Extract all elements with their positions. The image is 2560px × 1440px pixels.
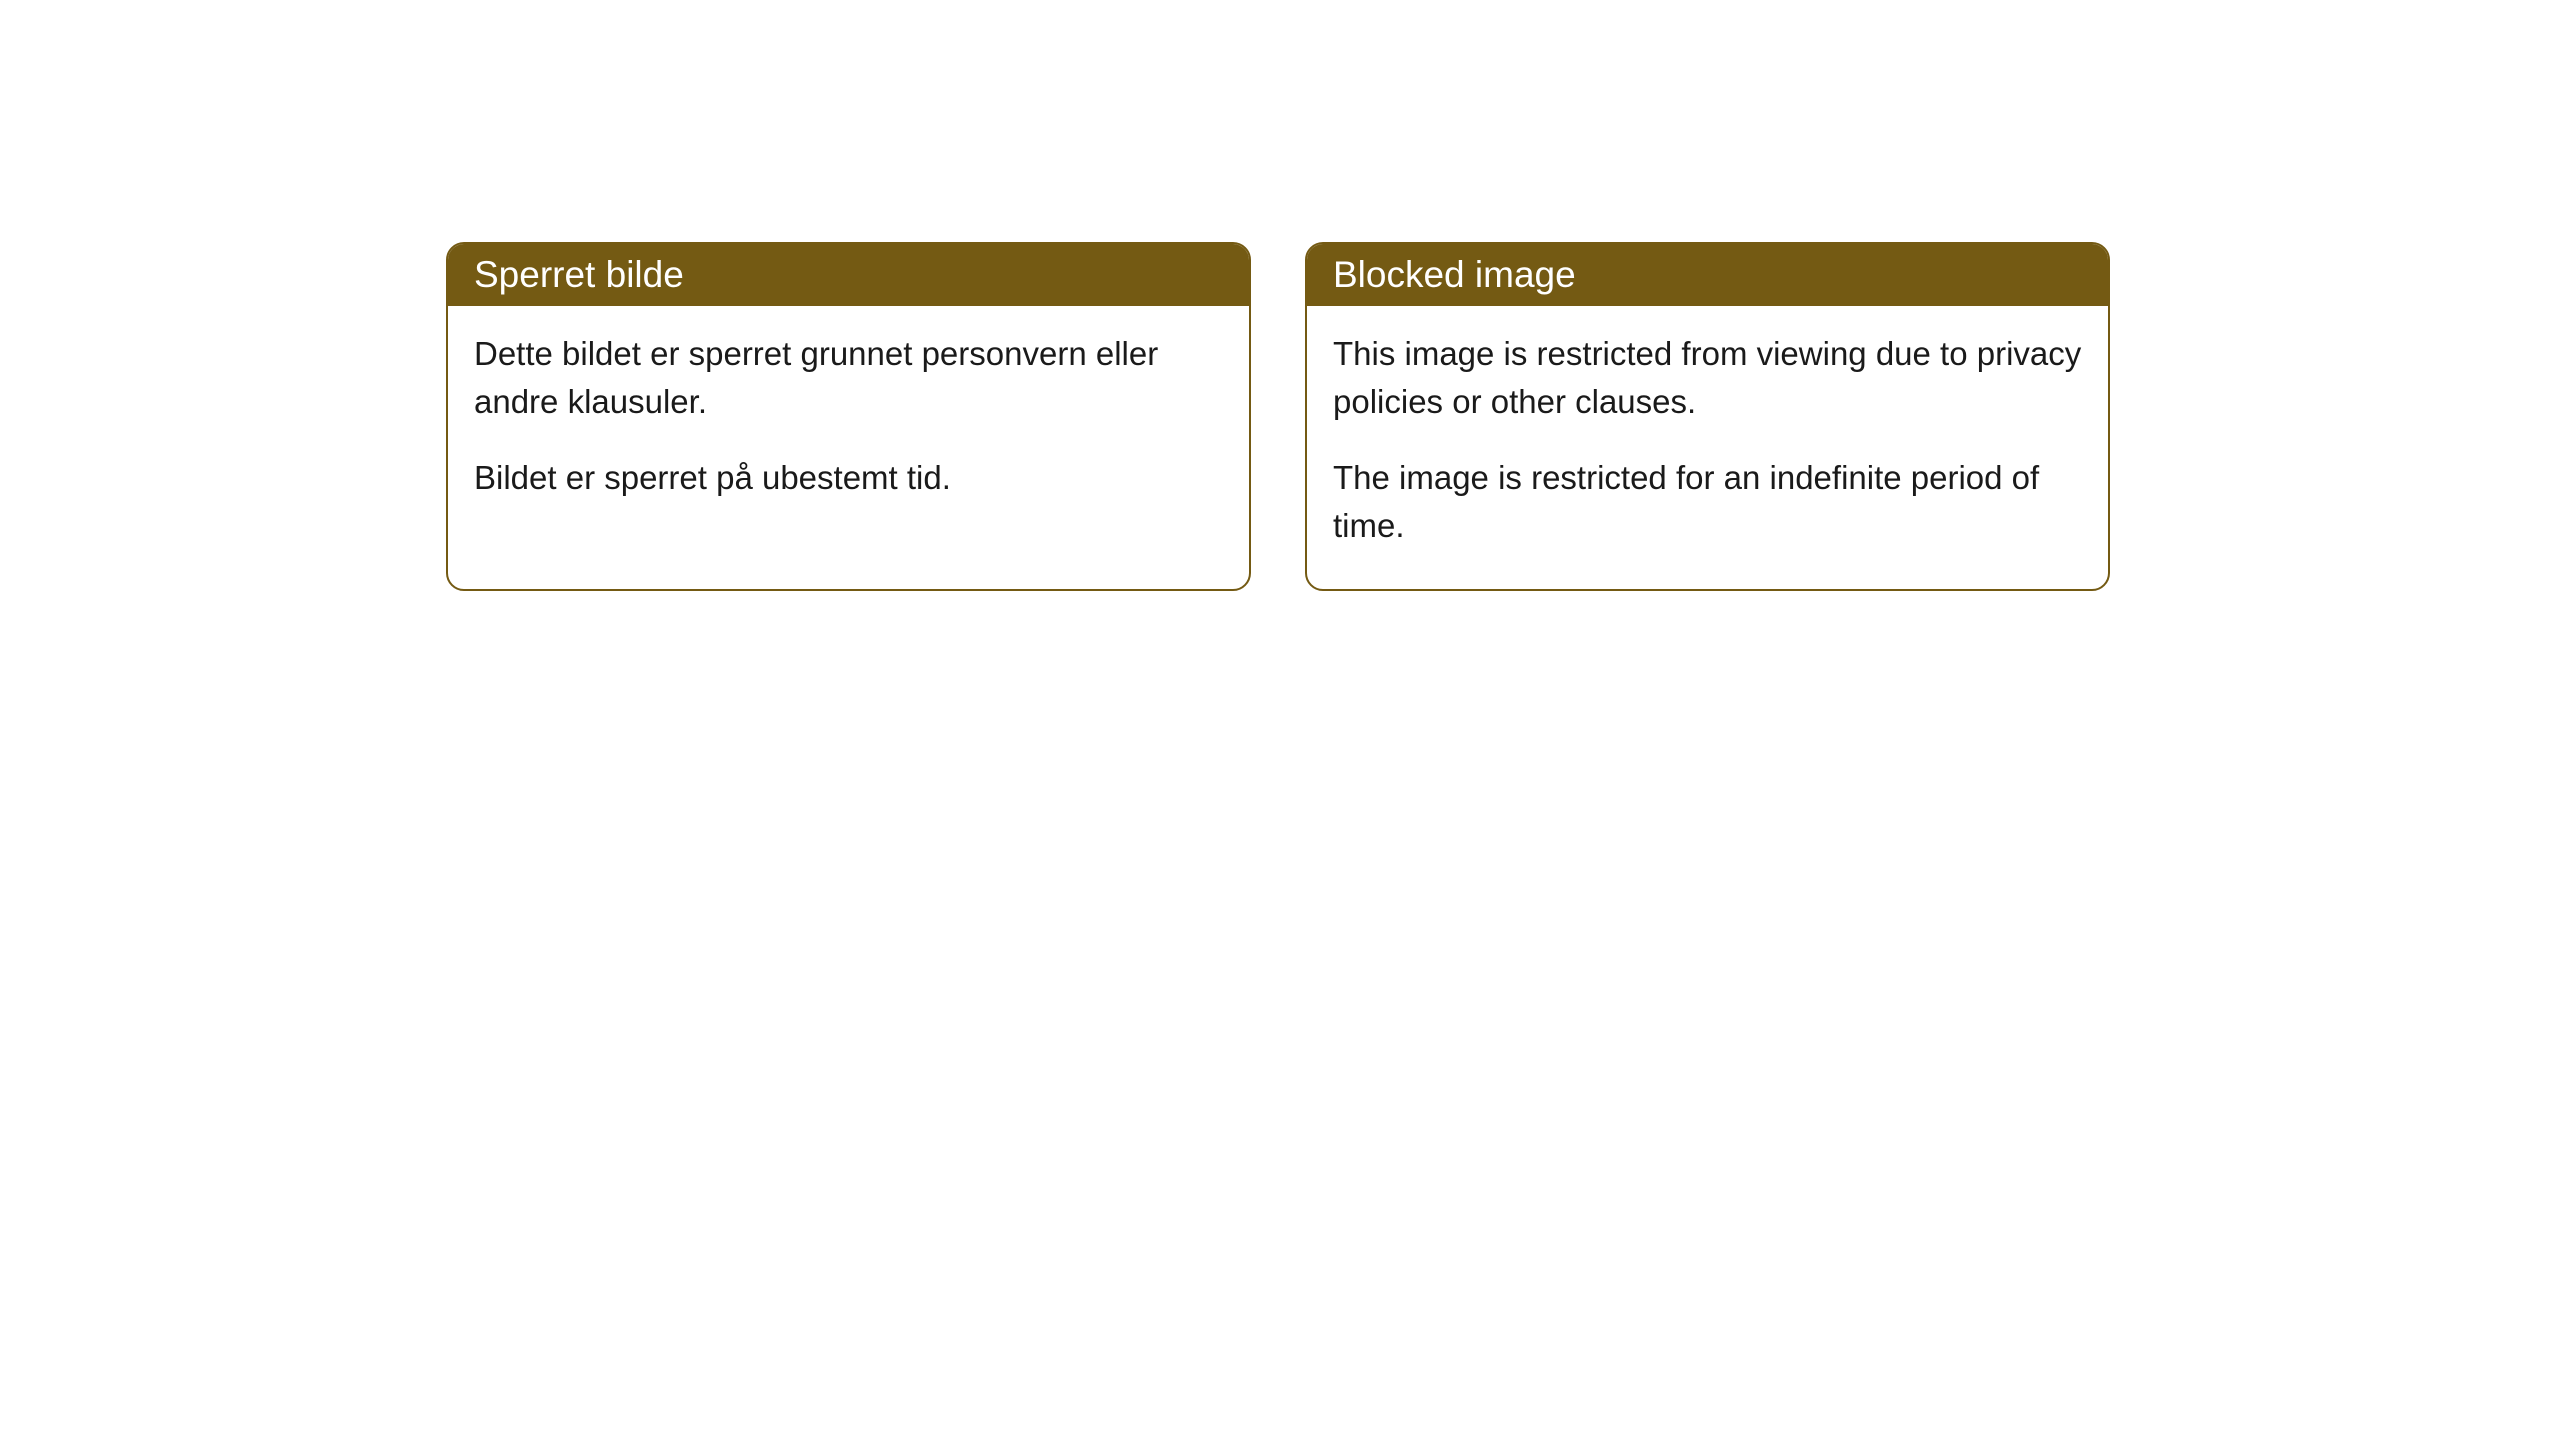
card-title: Blocked image [1333,254,1576,295]
card-header: Sperret bilde [448,244,1249,306]
card-paragraph: Dette bildet er sperret grunnet personve… [474,330,1223,426]
card-paragraph: Bildet er sperret på ubestemt tid. [474,454,1223,502]
card-paragraph: This image is restricted from viewing du… [1333,330,2082,426]
card-title: Sperret bilde [474,254,684,295]
card-header: Blocked image [1307,244,2108,306]
cards-container: Sperret bilde Dette bildet er sperret gr… [446,242,2110,591]
blocked-image-card-english: Blocked image This image is restricted f… [1305,242,2110,591]
card-body: Dette bildet er sperret grunnet personve… [448,306,1249,542]
card-body: This image is restricted from viewing du… [1307,306,2108,589]
blocked-image-card-norwegian: Sperret bilde Dette bildet er sperret gr… [446,242,1251,591]
card-paragraph: The image is restricted for an indefinit… [1333,454,2082,550]
